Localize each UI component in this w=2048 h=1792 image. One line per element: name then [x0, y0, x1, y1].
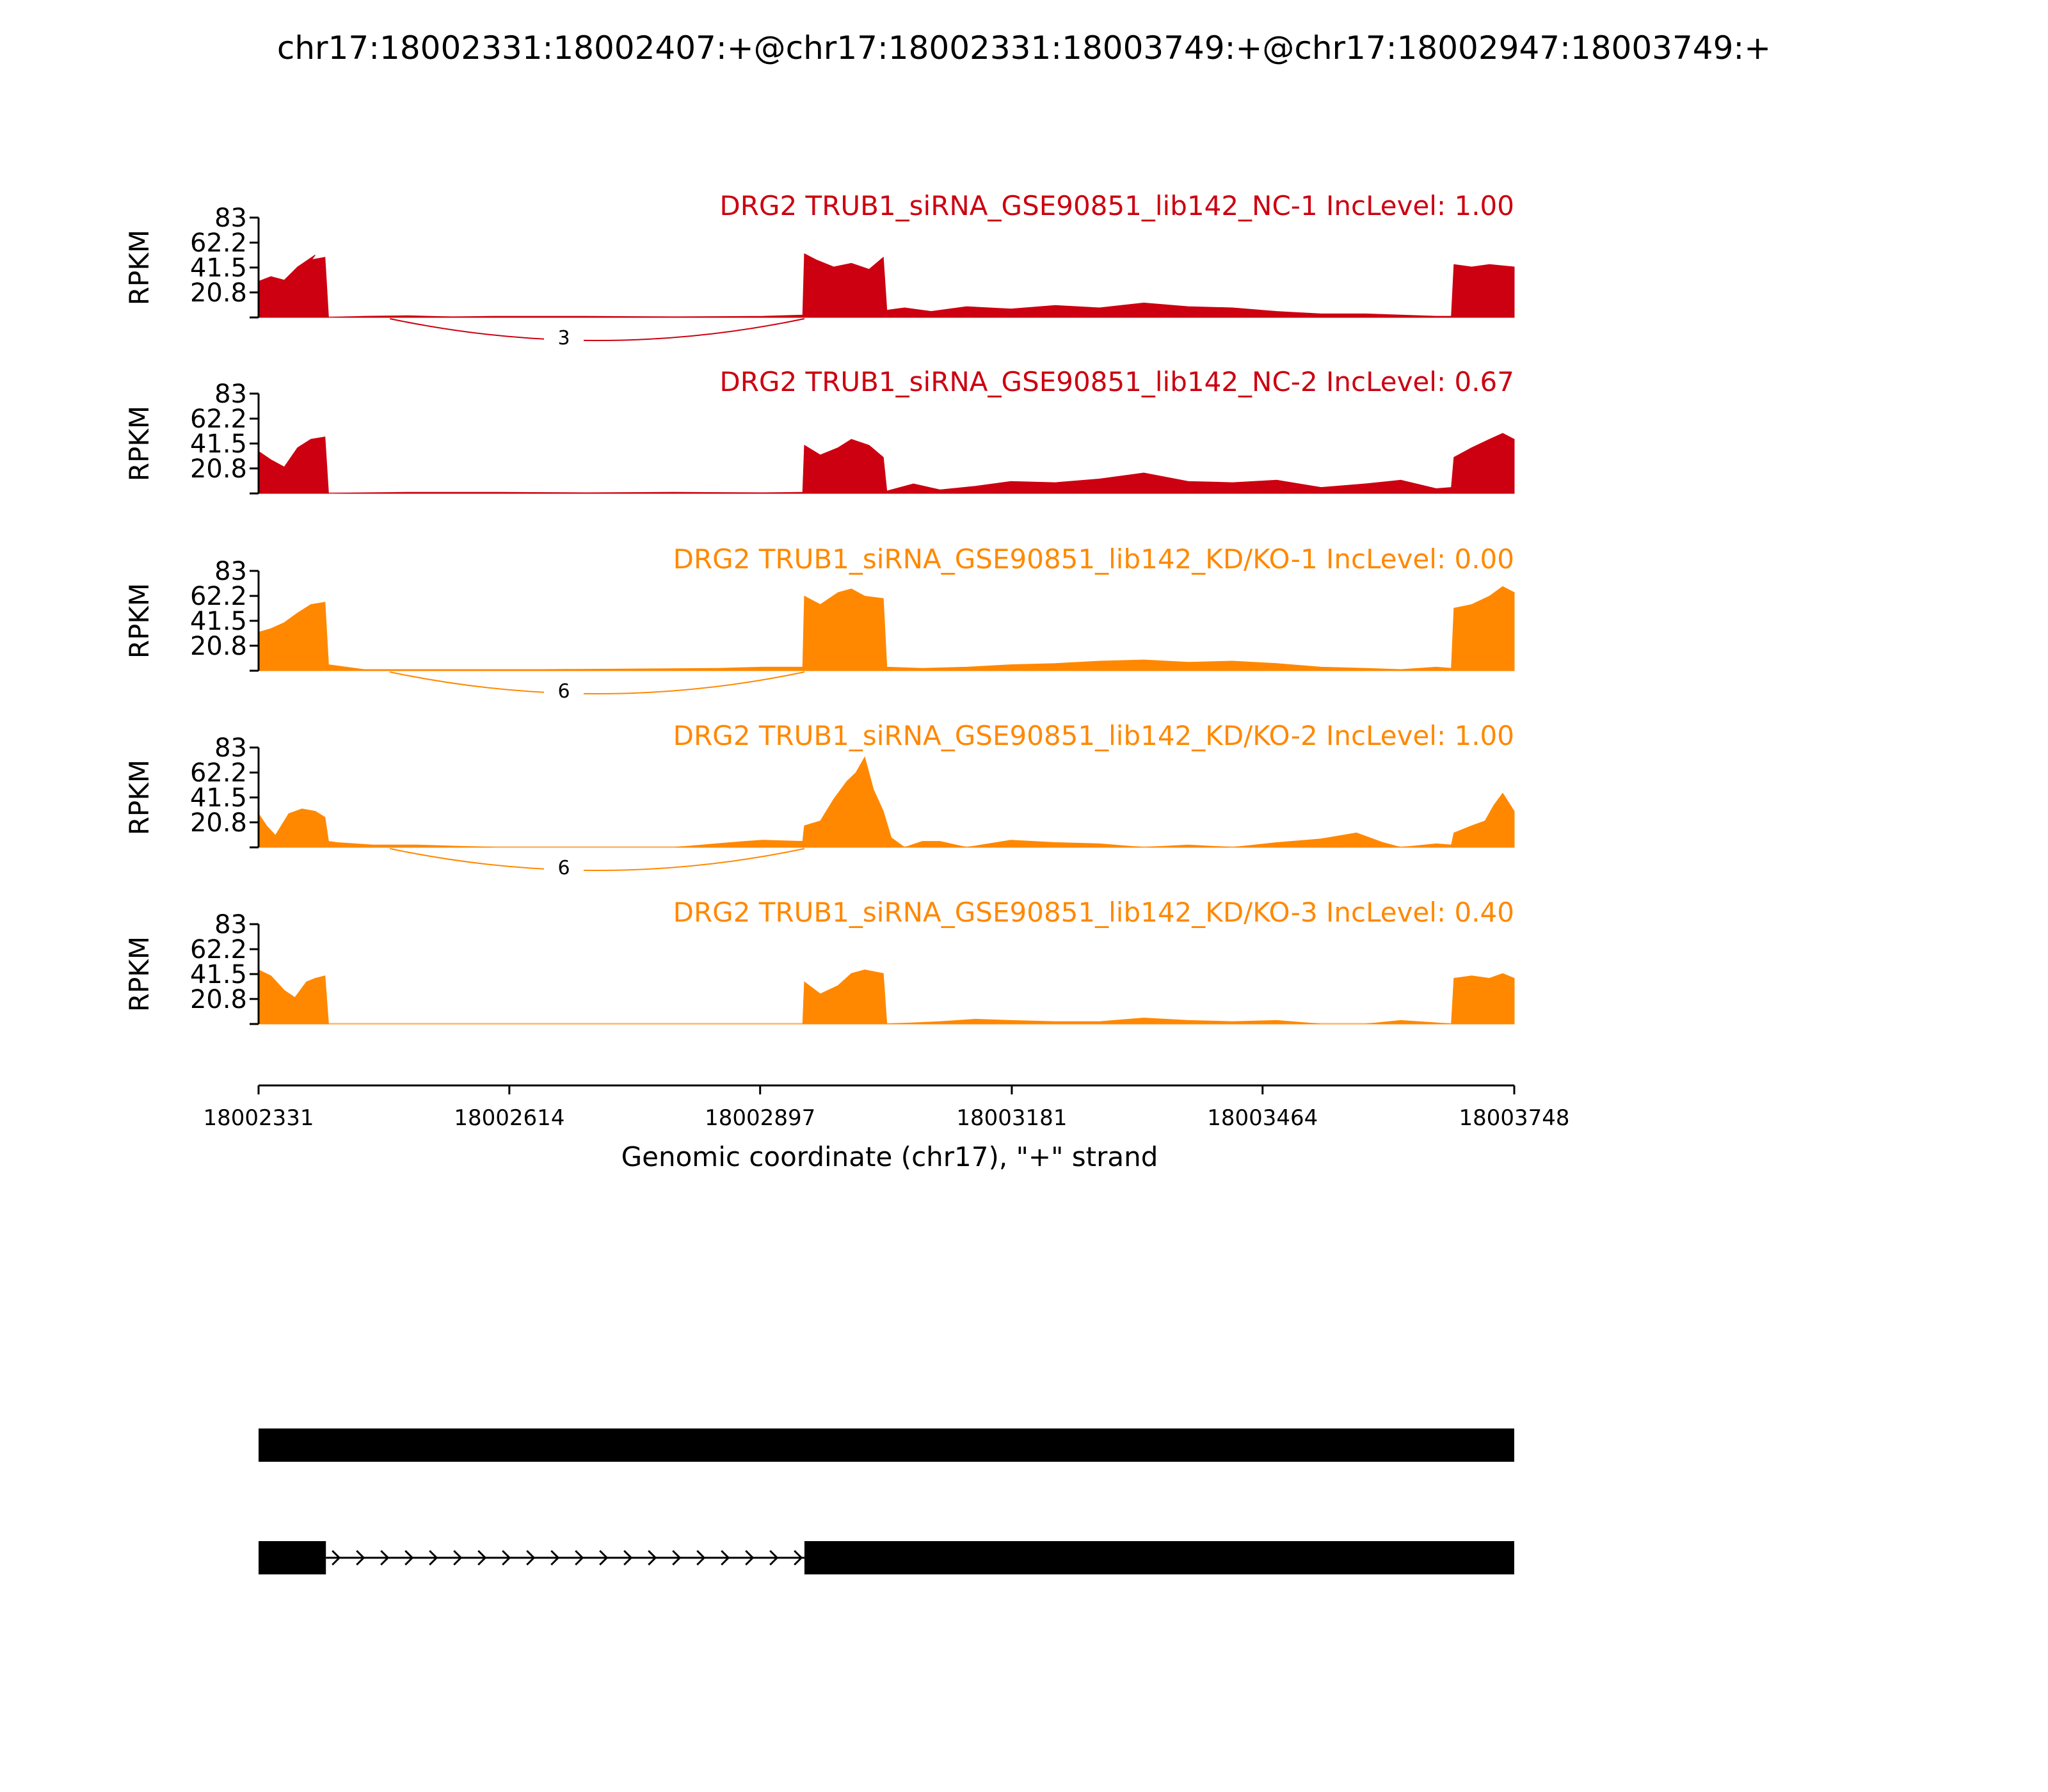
chart-title: chr17:18002331:18002407:+@chr17:18002331… — [277, 29, 1771, 67]
junction-count-bg — [544, 854, 584, 879]
track-label: DRG2 TRUB1_siRNA_GSE90851_lib142_KD/KO-3… — [673, 897, 1514, 928]
intron-arrow — [599, 1549, 609, 1566]
junction-count-bg — [544, 677, 584, 703]
intron-arrow — [575, 1549, 584, 1566]
intron-arrow — [696, 1549, 706, 1566]
y-tick-label: 20.8 — [190, 632, 247, 661]
y-tick-label: 83 — [214, 557, 247, 586]
y-tick-label: 83 — [214, 733, 247, 763]
coverage-area — [258, 433, 1515, 494]
x-tick-label: 18002897 — [705, 1105, 815, 1131]
intron-arrow — [380, 1549, 390, 1566]
junction-count: 6 — [557, 857, 570, 879]
gene-model-2 — [259, 1541, 1514, 1574]
y-tick-label: 62.2 — [190, 758, 247, 788]
y-tick-label: 62.2 — [190, 582, 247, 611]
intron-arrow — [453, 1549, 463, 1566]
y-tick-label: 41.5 — [190, 607, 247, 636]
junction-count: 6 — [557, 680, 570, 703]
intron-arrow — [550, 1549, 560, 1566]
track-4: 20.841.562.283 RPKM DRG2 TRUB1_siRNA_GSE90… — [124, 720, 1515, 879]
gene-models — [259, 1428, 1514, 1574]
intron-arrow — [526, 1549, 536, 1566]
y-tick-label: 41.5 — [190, 429, 247, 459]
y-axis-label: RPKM — [124, 583, 155, 659]
track-1: 20.841.562.283 RPKM DRG2 TRUB1_siRNA_GSE90… — [124, 190, 1515, 349]
y-tick-label: 62.2 — [190, 404, 247, 434]
junction-count-bg — [544, 324, 584, 349]
exon-block — [259, 1541, 326, 1574]
gene-model-1 — [259, 1428, 1514, 1462]
y-axis-label: RPKM — [124, 936, 155, 1012]
intron-arrow — [745, 1549, 755, 1566]
x-tick-label: 18002331 — [203, 1105, 314, 1131]
track-2: 20.841.562.283 RPKM DRG2 TRUB1_siRNA_GSE90… — [124, 366, 1515, 495]
x-axis: 18002331 18002614 18002897 18003181 18003464… — [203, 1084, 1570, 1131]
y-tick-label: 20.8 — [190, 985, 247, 1014]
y-tick-label: 41.5 — [190, 960, 247, 989]
track-label: DRG2 TRUB1_siRNA_GSE90851_lib142_NC-2 In… — [719, 366, 1514, 397]
y-tick-label: 83 — [214, 204, 247, 233]
y-tick-label: 83 — [214, 910, 247, 940]
intron-arrow — [477, 1549, 487, 1566]
exon-block — [259, 1428, 1514, 1462]
intron-arrow — [356, 1549, 365, 1566]
intron-arrow — [672, 1549, 682, 1566]
intron-arrow — [332, 1549, 341, 1566]
intron-arrow — [794, 1549, 803, 1566]
x-tick-label: 18003464 — [1207, 1105, 1318, 1131]
intron-arrow — [502, 1549, 511, 1566]
y-tick-label: 62.2 — [190, 935, 247, 964]
y-tick-label: 41.5 — [190, 253, 247, 283]
exon-block — [804, 1541, 1514, 1574]
y-tick-label: 20.8 — [190, 454, 247, 484]
junction-arc — [390, 848, 805, 871]
y-tick-label: 20.8 — [190, 808, 247, 838]
intron-arrow — [429, 1549, 438, 1566]
track-label: DRG2 TRUB1_siRNA_GSE90851_lib142_KD/KO-2… — [673, 720, 1514, 751]
junction-arc — [390, 318, 805, 341]
y-tick-label: 83 — [214, 380, 247, 409]
y-tick-label: 20.8 — [190, 278, 247, 308]
coverage-area — [258, 969, 1515, 1025]
coverage-area — [258, 586, 1515, 671]
y-axis-label: RPKM — [124, 406, 155, 481]
junction-arc — [390, 671, 805, 694]
y-axis-label: RPKM — [124, 230, 155, 305]
x-tick-label: 18003181 — [956, 1105, 1067, 1131]
track-label: DRG2 TRUB1_siRNA_GSE90851_lib142_KD/KO-1… — [673, 543, 1514, 575]
x-tick-label: 18003748 — [1459, 1105, 1569, 1131]
intron-arrow — [404, 1549, 414, 1566]
intron-arrow — [648, 1549, 657, 1566]
track-5: 20.841.562.283 RPKM DRG2 TRUB1_siRNA_GSE90… — [124, 897, 1515, 1025]
track-label: DRG2 TRUB1_siRNA_GSE90851_lib142_NC-1 In… — [719, 190, 1514, 221]
x-axis-label: Genomic coordinate (chr17), "+" strand — [621, 1141, 1158, 1172]
intron-arrow — [721, 1549, 730, 1566]
y-tick-label: 62.2 — [190, 228, 247, 258]
junction-count: 3 — [557, 327, 570, 349]
intron-arrow — [623, 1549, 633, 1566]
coverage-area — [258, 253, 1515, 318]
intron-arrow — [769, 1549, 779, 1566]
x-tick-label: 18002614 — [454, 1105, 564, 1131]
y-axis-label: RPKM — [124, 760, 155, 835]
coverage-area — [258, 756, 1515, 848]
y-tick-label: 41.5 — [190, 783, 247, 813]
track-3: 20.841.562.283 RPKM DRG2 TRUB1_siRNA_GSE90… — [124, 543, 1515, 703]
